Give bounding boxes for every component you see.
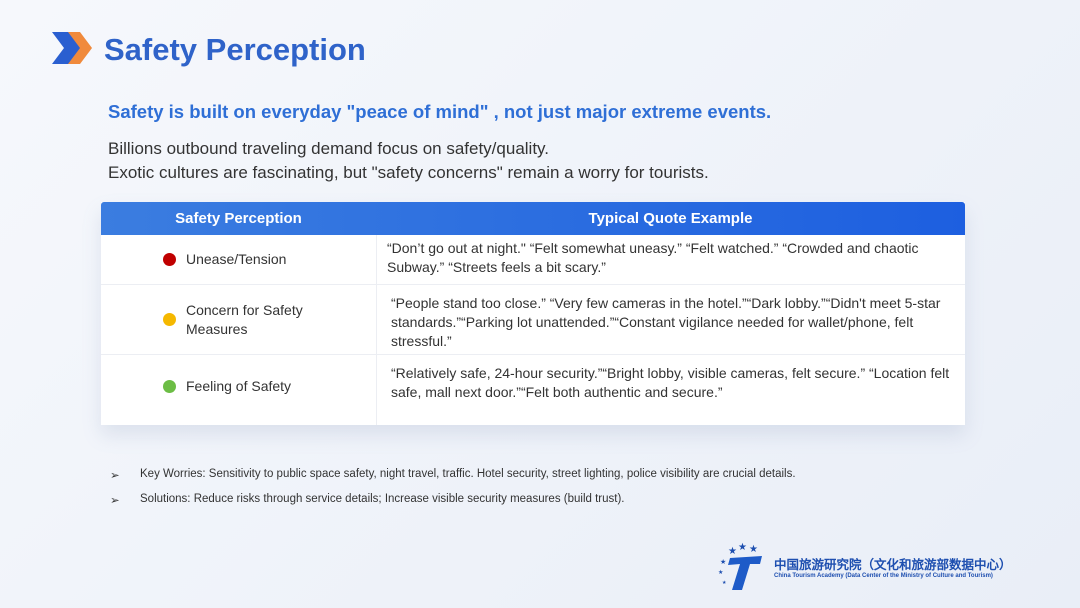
- perception-label: Concern for Safety Measures: [186, 301, 303, 337]
- perception-label: Feeling of Safety: [186, 378, 292, 394]
- page-title: Safety Perception: [104, 32, 366, 67]
- subtitle: Safety is built on everyday "peace of mi…: [108, 101, 772, 122]
- list-item: ➢ Solutions: Reduce risks through service…: [110, 493, 625, 507]
- svg-text:★: ★: [738, 542, 747, 553]
- svg-text:★: ★: [722, 580, 727, 586]
- intro-line: Exotic cultures are fascinating, but "sa…: [108, 163, 709, 182]
- table-header: Safety Perception Typical Quote Example: [101, 202, 965, 235]
- list-item: ➢ Key Worries: Sensitivity to public spac…: [110, 468, 796, 482]
- status-dot-icon: [163, 313, 176, 326]
- svg-text:★: ★: [728, 546, 737, 557]
- intro-line: Billions outbound traveling demand focus…: [108, 139, 550, 158]
- svg-text:★: ★: [720, 558, 726, 566]
- academy-name-cn: 中国旅游研究院（文化和旅游部数据中心）: [774, 557, 1012, 572]
- status-dot-icon: [163, 380, 176, 393]
- quote-cell: “Don’t go out at night." “Felt somewhat …: [376, 235, 965, 284]
- arrow-bullet-icon: ➢: [110, 495, 120, 507]
- svg-text:★: ★: [749, 544, 758, 555]
- svg-text:★: ★: [718, 569, 723, 576]
- arrow-bullet-icon: ➢: [110, 470, 120, 482]
- column-header: Typical Quote Example: [588, 210, 753, 227]
- status-dot-icon: [163, 253, 176, 266]
- perception-label: Unease/Tension: [186, 251, 287, 267]
- quote-cell: “Relatively safe, 24-hour security.”“Bri…: [376, 355, 965, 425]
- quote-cell: “People stand too close.” “Very few came…: [376, 285, 965, 354]
- bullet-list: ➢ Key Worries: Sensitivity to public spac…: [110, 468, 796, 518]
- table-row: Feeling of Safety “Relatively safe, 24-h…: [101, 355, 965, 425]
- chevron-logo-icon: [52, 32, 92, 64]
- table-row: Concern for Safety Measures “People stan…: [101, 285, 965, 355]
- academy-logo: ★ ★ ★ ★ ★ ★ 中国旅游研究院（文化和旅游部数据中心） China Tourism…: [716, 540, 1012, 592]
- safety-table: Safety Perception Typical Quote Example …: [101, 202, 965, 425]
- intro-text: Billions outbound traveling demand focus…: [108, 137, 709, 185]
- academy-star-t-icon: ★ ★ ★★★★: [718, 542, 762, 590]
- table-row: Unease/Tension “Don’t go out at night." …: [101, 235, 965, 285]
- academy-name-en: China Tourism Academy (Data Center of th…: [774, 572, 993, 579]
- column-header: Safety Perception: [175, 210, 302, 227]
